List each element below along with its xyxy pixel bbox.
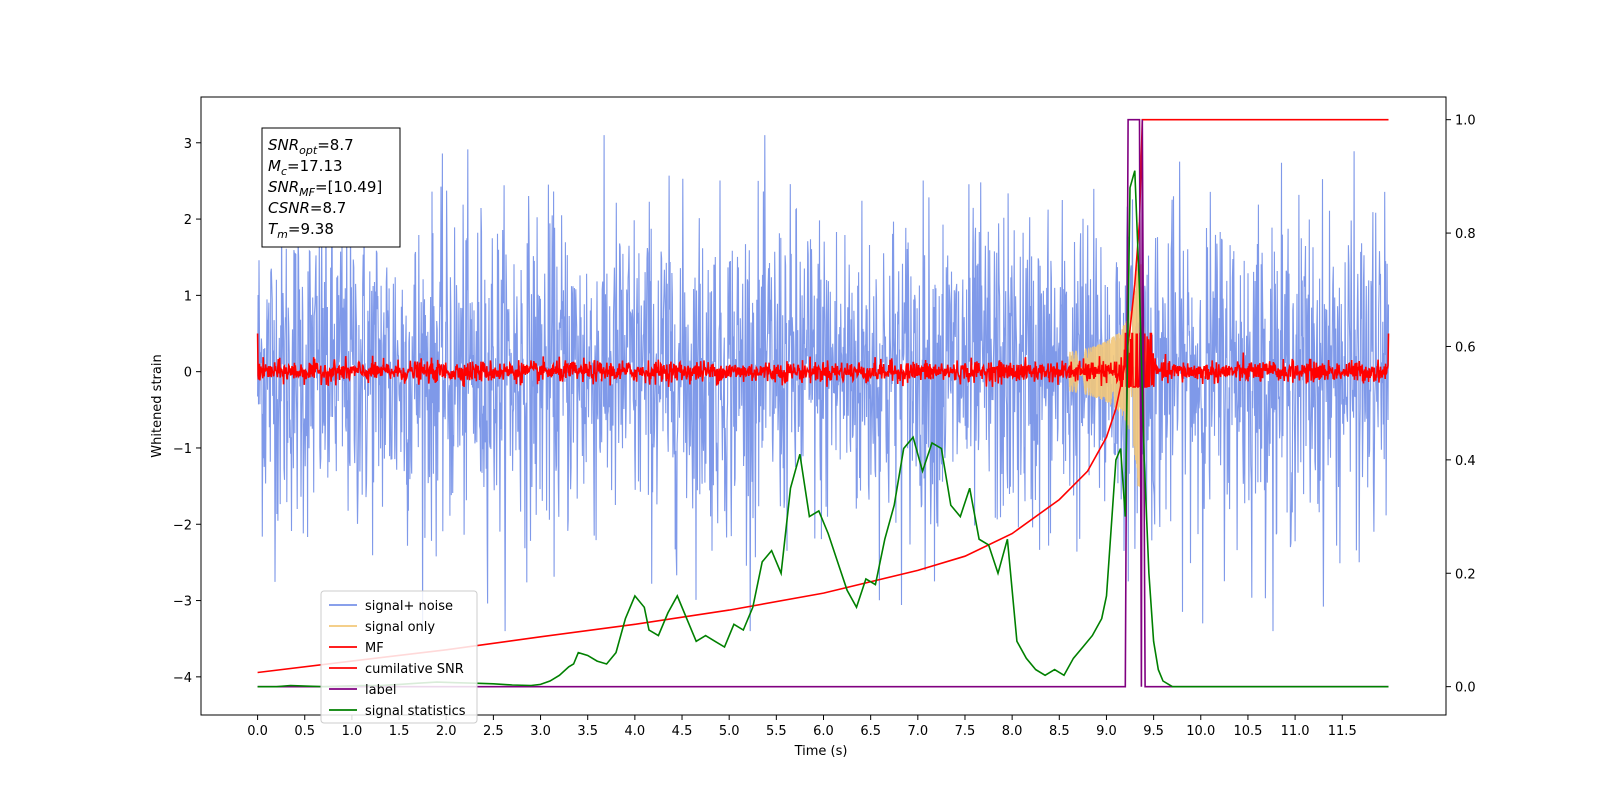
x-tick-label: 10.5 — [1233, 724, 1262, 739]
x-tick-label: 4.5 — [672, 724, 693, 739]
x-tick-label: 7.0 — [907, 724, 928, 739]
series-mf — [256, 332, 1390, 388]
legend-label: cumilative SNR — [365, 662, 464, 677]
y2-tick-label: 0.8 — [1455, 227, 1476, 242]
y-tick-label: −3 — [173, 595, 192, 610]
annotation-frame — [261, 127, 401, 248]
x-tick-label: 11.5 — [1328, 724, 1357, 739]
x-tick-label: 9.5 — [1143, 724, 1164, 739]
y-tick-label: 2 — [184, 213, 192, 228]
series-cumilative-snr — [257, 118, 1389, 674]
y2-tick-label: 0.0 — [1455, 681, 1476, 696]
series-line — [257, 170, 1389, 688]
y-axis-left: 3 2 1 0 −1 −2 −3 −4 — [173, 137, 201, 686]
x-tick-label: 11.0 — [1281, 724, 1310, 739]
annotation-line: Tm=9.38 — [268, 220, 334, 241]
x-tick-label: 5.0 — [719, 724, 740, 739]
legend-label: signal statistics — [365, 704, 466, 719]
annotation-line: SNRopt=8.7 — [268, 136, 354, 157]
x-tick-label: 3.5 — [577, 724, 598, 739]
series-line — [257, 135, 1390, 632]
y-tick-label: 3 — [184, 137, 192, 152]
y2-tick-label: 0.6 — [1455, 340, 1476, 355]
y-tick-label: 0 — [184, 366, 192, 381]
annotation-line: SNRMF=[10.49] — [268, 178, 382, 199]
y-tick-label: −2 — [173, 518, 192, 533]
y-tick-label: −1 — [173, 442, 192, 457]
y-axis-right: 1.0 0.8 0.6 0.4 0.2 0.0 — [1446, 114, 1476, 696]
legend-label: signal+ noise — [365, 599, 453, 614]
x-tick-label: 3.0 — [530, 724, 551, 739]
x-tick-label: 5.5 — [766, 724, 787, 739]
y2-tick-label: 0.4 — [1455, 454, 1476, 469]
x-tick-label: 6.5 — [860, 724, 881, 739]
x-tick-label: 9.0 — [1096, 724, 1117, 739]
x-tick-label: 2.0 — [436, 724, 457, 739]
series-line — [256, 332, 1390, 388]
x-tick-label: 8.5 — [1049, 724, 1070, 739]
x-tick-label: 0.0 — [247, 724, 268, 739]
series-signal-statistics — [257, 170, 1389, 688]
series-line — [257, 118, 1389, 688]
x-axis: 0.0 0.5 1.0 1.5 2.0 2.5 3.0 3.5 4.0 4.5 5.0 5.5 6.0 6… — [247, 715, 1357, 739]
plot-area — [256, 118, 1390, 688]
x-axis-label: Time (s) — [794, 744, 848, 759]
x-tick-label: 2.5 — [483, 724, 504, 739]
y2-tick-label: 0.2 — [1455, 567, 1476, 582]
y-tick-label: 1 — [184, 289, 192, 304]
series-signal-noise — [257, 135, 1390, 632]
x-tick-label: 6.0 — [813, 724, 834, 739]
annotation-line: Mc=17.13 — [268, 157, 343, 178]
y-axis-label: Whitened strain — [150, 354, 165, 457]
series-line — [257, 118, 1389, 674]
legend-label: MF — [365, 641, 384, 656]
y-tick-label: −4 — [173, 671, 192, 686]
annotation-line: CSNR=8.7 — [268, 199, 346, 217]
legend-label: label — [365, 683, 396, 698]
x-tick-label: 7.5 — [955, 724, 976, 739]
x-tick-label: 1.0 — [342, 724, 363, 739]
x-tick-label: 4.0 — [625, 724, 646, 739]
x-tick-label: 8.0 — [1002, 724, 1023, 739]
legend-label: signal only — [365, 620, 435, 635]
x-tick-label: 10.0 — [1186, 724, 1215, 739]
legend: signal+ noise signal only MF cumilative SNR… — [320, 590, 478, 724]
y2-tick-label: 1.0 — [1455, 114, 1476, 129]
x-tick-label: 0.5 — [294, 724, 315, 739]
legend-frame — [320, 590, 478, 724]
x-tick-label: 1.5 — [389, 724, 410, 739]
series-label — [257, 118, 1389, 688]
